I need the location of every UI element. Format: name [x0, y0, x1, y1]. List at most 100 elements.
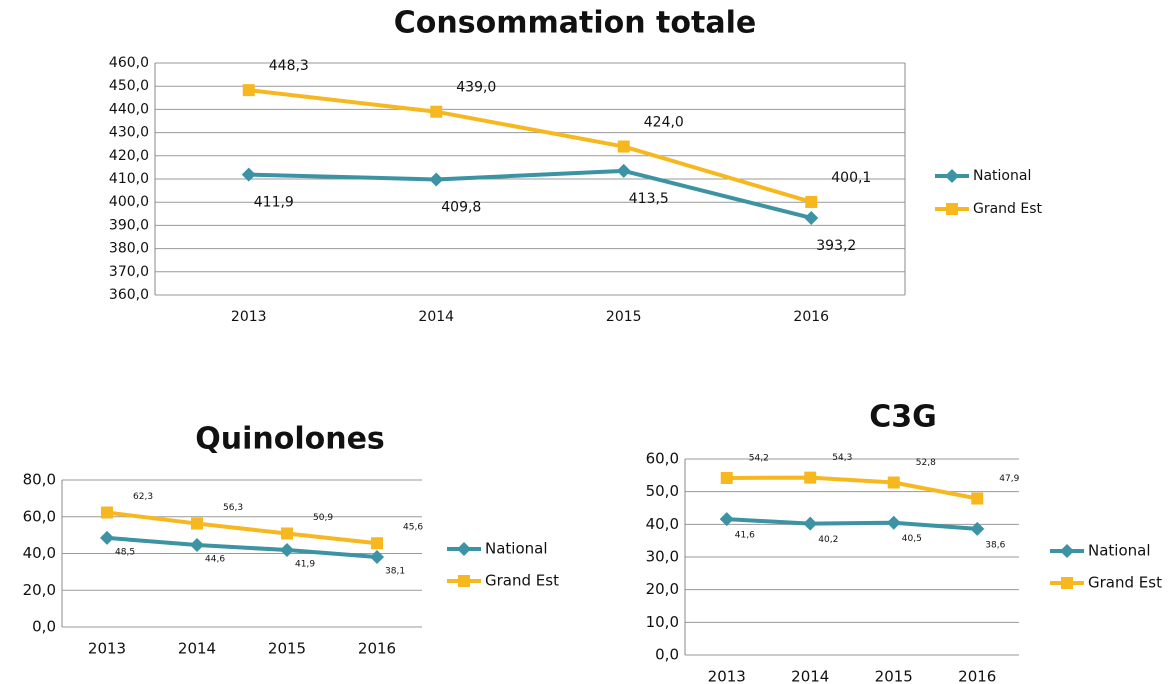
data-label: 448,3 — [269, 58, 309, 74]
x-tick-label: 2016 — [958, 668, 996, 684]
data-label: 38,1 — [385, 566, 405, 576]
series-line — [248, 88, 812, 204]
data-label: 54,3 — [832, 453, 852, 463]
legend-label: Grand Est — [1088, 574, 1162, 592]
series-line — [248, 168, 812, 220]
marker — [430, 105, 443, 118]
marker — [616, 163, 631, 178]
y-tick-label: 400,0 — [109, 194, 149, 210]
y-tick-label: 50,0 — [646, 482, 679, 500]
data-label: 40,5 — [902, 534, 922, 544]
y-tick-label: 40,0 — [646, 515, 679, 533]
data-label: 41,9 — [295, 560, 315, 570]
data-label: 44,6 — [205, 555, 225, 565]
legend-label: National — [485, 540, 548, 558]
series-line — [726, 517, 978, 531]
marker — [190, 538, 204, 553]
legend-label: National — [1088, 542, 1151, 560]
data-label: 424,0 — [644, 115, 684, 131]
marker — [281, 527, 293, 540]
data-label: 393,2 — [816, 238, 856, 254]
x-tick-label: 2016 — [793, 309, 829, 325]
legend-label: Grand Est — [973, 201, 1043, 217]
x-tick-label: 2013 — [231, 309, 267, 325]
y-tick-label: 460,0 — [109, 55, 149, 71]
marker — [242, 84, 255, 97]
data-label: 439,0 — [456, 80, 496, 96]
data-label: 409,8 — [441, 199, 481, 215]
marker — [804, 210, 819, 225]
legend-marker — [946, 203, 958, 215]
y-tick-label: 0,0 — [32, 618, 56, 636]
marker — [887, 476, 900, 489]
marker — [970, 521, 985, 536]
x-tick-label: 2015 — [606, 309, 642, 325]
marker — [617, 140, 630, 153]
data-label: 50,9 — [313, 513, 333, 523]
marker — [720, 471, 733, 484]
marker — [803, 516, 818, 531]
y-tick-label: 20,0 — [23, 581, 56, 599]
x-tick-label: 2015 — [875, 668, 913, 684]
data-label: 52,8 — [916, 458, 936, 468]
y-tick-label: 450,0 — [109, 78, 149, 94]
y-tick-label: 430,0 — [109, 125, 149, 141]
legend-marker — [1061, 577, 1073, 589]
legend-label: Grand Est — [485, 572, 559, 590]
x-tick-label: 2013 — [708, 668, 746, 684]
x-tick-label: 2014 — [791, 668, 829, 684]
marker — [429, 172, 444, 187]
data-label: 56,3 — [223, 503, 243, 513]
x-tick-label: 2015 — [268, 640, 306, 658]
marker — [886, 515, 901, 530]
marker — [241, 167, 256, 182]
legend-label: National — [973, 168, 1031, 184]
y-tick-label: 410,0 — [109, 171, 149, 187]
legend-marker — [945, 169, 959, 183]
y-tick-label: 380,0 — [109, 241, 149, 257]
data-label: 47,9 — [999, 474, 1019, 484]
series-line — [106, 535, 378, 559]
x-tick-label: 2016 — [358, 640, 396, 658]
data-label: 413,5 — [629, 191, 669, 207]
legend-marker — [1060, 544, 1074, 558]
data-label: 41,6 — [735, 531, 755, 541]
y-tick-label: 0,0 — [655, 646, 679, 664]
marker — [971, 492, 984, 505]
chart-title: Quinolones — [195, 422, 385, 457]
chart-title: Consommation totale — [394, 6, 756, 41]
y-tick-label: 370,0 — [109, 264, 149, 280]
data-label: 45,6 — [403, 523, 423, 533]
marker — [805, 195, 818, 208]
series-line — [726, 475, 978, 501]
y-tick-label: 360,0 — [109, 287, 149, 303]
data-label: 62,3 — [133, 492, 153, 502]
legend-marker — [458, 575, 470, 587]
y-tick-label: 60,0 — [23, 507, 56, 525]
x-tick-label: 2014 — [178, 640, 216, 658]
marker — [371, 537, 383, 550]
data-label: 400,1 — [831, 170, 871, 186]
data-label: 411,9 — [254, 195, 294, 211]
y-tick-label: 420,0 — [109, 148, 149, 164]
x-tick-label: 2013 — [88, 640, 126, 658]
data-label: 54,2 — [749, 453, 769, 463]
marker — [101, 506, 113, 519]
series-line — [106, 510, 378, 546]
y-tick-label: 20,0 — [646, 580, 679, 598]
y-tick-label: 390,0 — [109, 217, 149, 233]
marker — [280, 543, 294, 558]
data-label: 40,2 — [818, 535, 838, 545]
data-label: 38,6 — [985, 540, 1005, 550]
marker — [804, 471, 817, 484]
marker — [191, 517, 203, 530]
legend-marker — [457, 542, 471, 556]
y-tick-label: 30,0 — [646, 548, 679, 566]
marker — [370, 549, 384, 564]
chart-title: C3G — [869, 400, 937, 435]
y-tick-label: 40,0 — [23, 544, 56, 562]
marker — [719, 512, 734, 527]
x-tick-label: 2014 — [418, 309, 454, 325]
marker — [100, 530, 114, 545]
